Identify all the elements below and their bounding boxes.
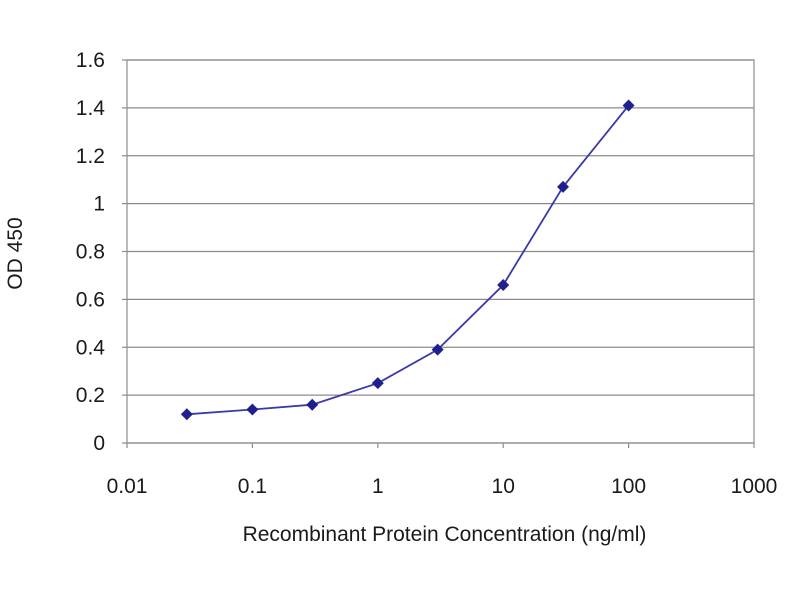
x-tick-label: 100: [611, 475, 646, 498]
x-axis-label: Recombinant Protein Concentration (ng/ml…: [243, 523, 647, 546]
data-point-marker: [622, 99, 635, 112]
data-point-marker: [431, 343, 444, 356]
y-tick-label: 1.4: [76, 97, 106, 120]
y-axis-label: OD 450: [4, 217, 27, 289]
x-tick-labels: 0.01 0.1 1 10 100 1000: [107, 443, 778, 498]
data-point-marker: [306, 398, 319, 411]
x-tick-label: 1000: [731, 475, 778, 498]
y-tick-label: 0: [93, 432, 105, 455]
y-tick-label: 1: [93, 193, 105, 216]
data-point-marker: [246, 403, 259, 416]
series-line: [186, 104, 630, 416]
y-tick-label: 1.2: [76, 145, 105, 168]
data-point-marker: [371, 377, 384, 390]
data-point-marker: [557, 180, 570, 193]
y-tick-label: 0.2: [76, 384, 105, 407]
y-tick-label: 0.4: [76, 336, 106, 359]
y-tick-label: 0.8: [76, 241, 105, 264]
data-point-marker: [180, 408, 193, 421]
x-tick-label: 0.1: [238, 475, 267, 498]
grid-lines: [127, 59, 754, 444]
x-tick-label: 1: [372, 475, 384, 498]
data-point-marker: [497, 279, 510, 292]
x-tick-label: 10: [492, 475, 515, 498]
y-tick-labels: 0 0.2 0.4 0.6 0.8 1 1.2 1.4 1.6: [76, 49, 127, 455]
x-tick-label: 0.01: [107, 475, 148, 498]
y-tick-label: 0.6: [76, 288, 105, 311]
y-tick-label: 1.6: [76, 49, 105, 72]
data-points: [180, 99, 635, 421]
